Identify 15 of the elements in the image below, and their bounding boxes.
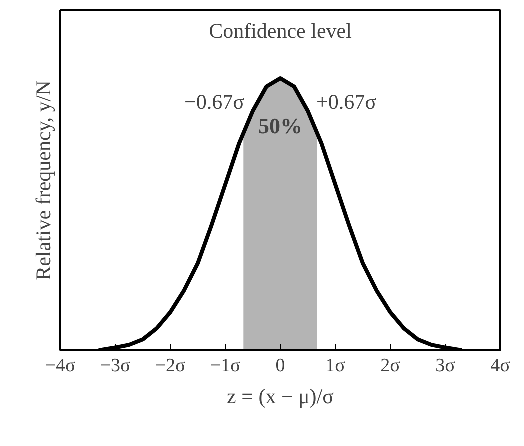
x-tick-label: −1σ — [210, 356, 241, 376]
x-axis-title: z = (x − μ)/σ — [227, 384, 334, 408]
x-tick-label: 0 — [276, 356, 286, 376]
text: Confidence level — [209, 19, 352, 44]
x-tick-label: 4σ — [490, 356, 510, 376]
x-tick-label: 3σ — [436, 356, 456, 376]
band-label: 50% — [258, 113, 302, 138]
annotation: −0.67σ — [184, 90, 244, 114]
x-tick-label: −4σ — [45, 356, 76, 376]
x-tick-label: −2σ — [155, 356, 186, 376]
x-tick-label: 1σ — [326, 356, 346, 376]
annotation: +0.67σ — [316, 90, 376, 114]
x-tick-label: −3σ — [100, 356, 131, 376]
x-tick-label: 2σ — [380, 356, 400, 376]
y-axis-title: Relative frequency, y/N — [32, 80, 56, 280]
